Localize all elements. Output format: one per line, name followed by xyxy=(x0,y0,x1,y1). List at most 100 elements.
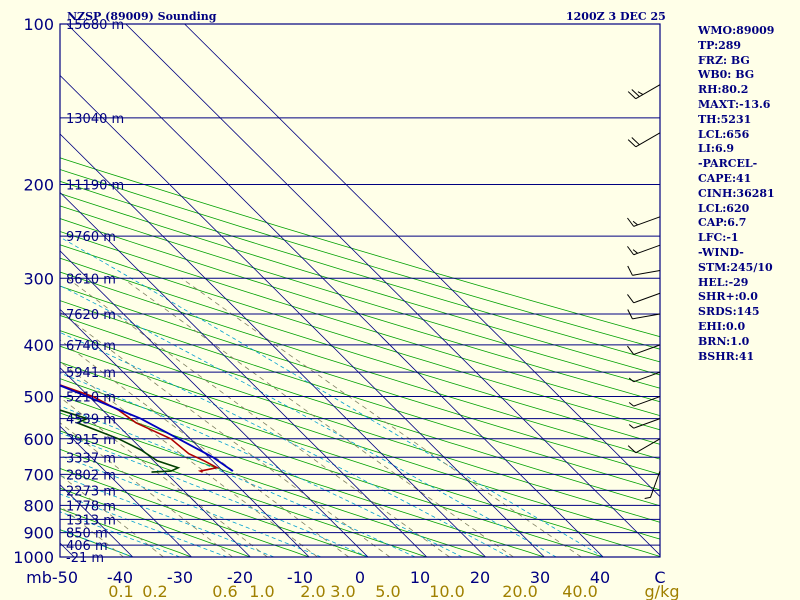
stat-item: TP:289 xyxy=(698,38,742,52)
pressure-tick-label: 200 xyxy=(23,175,54,194)
isotherm-line xyxy=(60,250,369,557)
height-label: 3337 m xyxy=(66,451,116,466)
stat-item: BRN:1.0 xyxy=(698,334,750,348)
height-label: 9760 m xyxy=(66,230,116,245)
stat-item: SHR+:0.0 xyxy=(698,290,758,304)
pressure-tick-label: 800 xyxy=(23,496,54,515)
height-label: 6740 m xyxy=(66,339,116,354)
stat-item: RH:80.2 xyxy=(698,83,749,97)
wind-barb-staff xyxy=(635,438,661,454)
pressure-tick-label: 1000 xyxy=(13,548,54,567)
wind-barb-feather xyxy=(628,377,635,383)
wind-barb-feather xyxy=(627,91,637,100)
temperature-tick-label: 30 xyxy=(530,568,550,587)
isotherm-line xyxy=(60,133,486,557)
height-label: 1313 m xyxy=(66,513,116,528)
wind-barb-staff xyxy=(633,396,661,407)
stat-item: LI:6.9 xyxy=(698,142,735,156)
station-title: NZSP (89009) Sounding xyxy=(67,10,217,23)
mixing-ratio-label: 0.2 xyxy=(142,582,167,600)
isotherm-line xyxy=(184,24,660,498)
mixing-ratio-line xyxy=(181,277,582,557)
wind-barb-feather xyxy=(627,445,637,454)
height-label: 7620 m xyxy=(66,308,116,323)
stat-item: EHI:0.0 xyxy=(698,319,746,333)
mixing-ratio-label: 3.0 xyxy=(330,582,355,600)
stats-panel: WMO:89009 TP:289 FRZ: BG WB0: BG RH:80.2 MAXT… xyxy=(698,24,775,364)
temperature-tick-label: mb-50 xyxy=(26,568,78,587)
height-label: 5941 m xyxy=(66,366,116,381)
height-label: 3915 m xyxy=(66,433,116,448)
isotherm-line xyxy=(60,367,251,557)
wind-barb xyxy=(644,470,661,500)
wind-barb-feather xyxy=(631,89,640,97)
stat-item: TH:5231 xyxy=(698,112,752,126)
chart-frame xyxy=(59,23,661,558)
wind-barb-feather xyxy=(632,220,638,226)
temperature-tick-label: 10 xyxy=(410,568,430,587)
stat-item: STM:245/10 xyxy=(698,260,773,274)
valid-time: 1200Z 3 DEC 25 xyxy=(566,10,666,23)
moist-adiabat-line xyxy=(60,432,369,557)
stat-item: BSHR:41 xyxy=(698,349,755,363)
height-label: 13040 m xyxy=(66,112,124,127)
isotherm-line xyxy=(66,24,604,557)
stat-item: CAP:6.7 xyxy=(698,216,747,230)
wind-barb-staff xyxy=(633,292,661,304)
stat-item: CINH:36281 xyxy=(698,186,775,200)
temperature-tick-label: -10 xyxy=(287,568,313,587)
mixing-ratio-label: 1.0 xyxy=(249,582,274,600)
mixing-ratio-line xyxy=(122,277,514,557)
wind-barb-staff xyxy=(633,244,661,256)
isotherm-line xyxy=(0,24,15,557)
stat-item: LFC:-1 xyxy=(698,231,739,245)
wind-barb-staff xyxy=(632,313,661,320)
wind-barb-feather xyxy=(637,91,644,95)
wind-barb-feather xyxy=(627,345,635,355)
pressure-tick-label: 100 xyxy=(23,15,54,34)
height-label: 5210 m xyxy=(66,391,116,406)
wind-barb-staff xyxy=(633,344,661,355)
plot-border xyxy=(59,23,661,558)
wind-barb xyxy=(627,438,661,454)
temperature-tick-label: -40 xyxy=(107,568,133,587)
wind-barb xyxy=(627,309,661,320)
stat-item: SRDS:145 xyxy=(698,305,760,319)
wind-barb-staff xyxy=(635,84,661,100)
isotherm-line xyxy=(60,74,545,557)
wind-barb xyxy=(627,292,661,304)
stat-item: -WIND- xyxy=(698,245,744,259)
mixing-ratio-label: g/kg xyxy=(645,582,680,600)
temperature-tick-label: 40 xyxy=(590,568,610,587)
wind-barb-staff xyxy=(633,418,661,429)
wind-barb-staff xyxy=(635,132,661,148)
height-label: -21 m xyxy=(66,551,104,566)
wind-barb-feather xyxy=(627,246,635,256)
isobars xyxy=(60,23,660,558)
isotherms xyxy=(0,24,660,557)
pressure-tick-label: 500 xyxy=(23,388,54,407)
mixing-ratio-label: 40.0 xyxy=(562,582,598,600)
wind-barb-staff xyxy=(649,470,661,498)
stat-item: CAPE:41 xyxy=(698,171,752,185)
pressure-tick-label: 900 xyxy=(23,524,54,543)
temperature-tick-label: 0 xyxy=(355,568,365,587)
temperature-tick-label: 20 xyxy=(470,568,490,587)
wind-barb-feather xyxy=(627,217,635,227)
mixing-ratio-line xyxy=(60,311,391,557)
stat-item: LCL:620 xyxy=(698,201,750,215)
parcel-line xyxy=(60,384,234,472)
isotherm-line xyxy=(60,191,428,557)
wind-barb xyxy=(628,371,661,383)
temperature-line xyxy=(60,384,220,473)
height-label: 406 m xyxy=(66,539,108,554)
wind-barb xyxy=(627,216,661,227)
wind-barb-feather xyxy=(632,249,638,254)
stat-item: MAXT:-13.6 xyxy=(698,97,771,111)
wind-barb-feather xyxy=(627,139,637,148)
wind-barb xyxy=(627,244,661,256)
isotherm-line xyxy=(60,425,192,557)
mixing-ratio-label: 5.0 xyxy=(375,582,400,600)
